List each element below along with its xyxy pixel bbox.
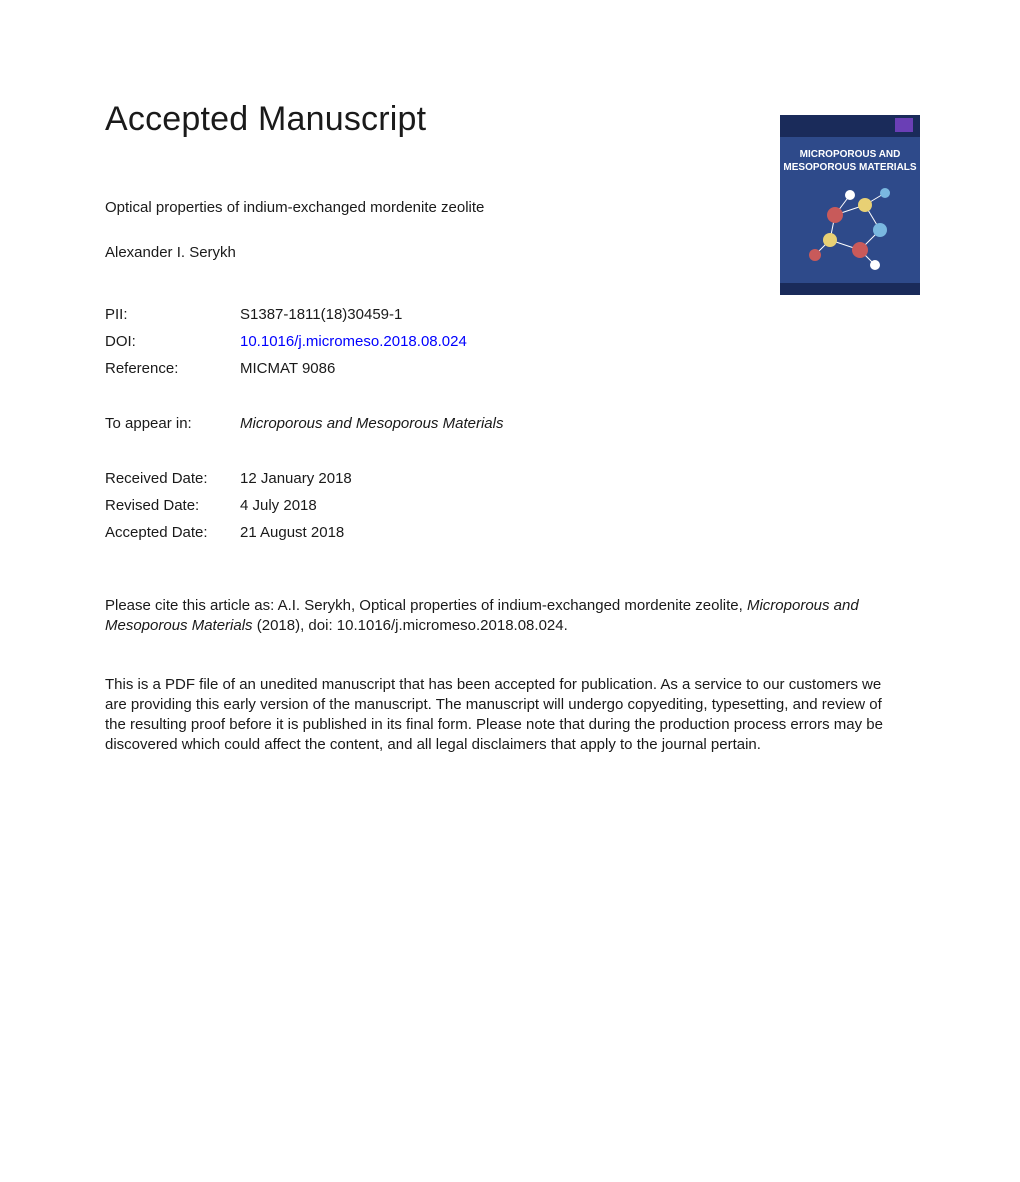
cover-title-line2: MESOPOROUS MATERIALS — [783, 162, 916, 173]
revised-value: 4 July 2018 — [240, 492, 503, 519]
pii-label: PII: — [105, 301, 240, 328]
accepted-label: Accepted Date: — [105, 519, 240, 546]
meta-row-pii: PII: S1387-1811(18)30459-1 — [105, 301, 503, 328]
article-title: Optical properties of indium-exchanged m… — [105, 199, 685, 216]
meta-row-revised: Revised Date: 4 July 2018 — [105, 492, 503, 519]
doi-label: DOI: — [105, 328, 240, 355]
cover-title-line1: MICROPOROUS AND — [800, 149, 901, 160]
meta-row-accepted: Accepted Date: 21 August 2018 — [105, 519, 503, 546]
toappear-value: Microporous and Mesoporous Materials — [240, 415, 503, 432]
citation-suffix: (2018), doi: 10.1016/j.micromeso.2018.08… — [253, 617, 568, 634]
revised-label: Revised Date: — [105, 492, 240, 519]
accepted-value: 21 August 2018 — [240, 519, 503, 546]
accepted-manuscript-page: Accepted Manuscript MICROPOROUS AND MESO… — [0, 0, 1020, 816]
toappear-label: To appear in: — [105, 410, 240, 437]
meta-row-doi: DOI: 10.1016/j.micromeso.2018.08.024 — [105, 328, 503, 355]
citation-prefix: Please cite this article as: A.I. Serykh… — [105, 597, 747, 614]
metadata-table: PII: S1387-1811(18)30459-1 DOI: 10.1016/… — [105, 301, 503, 546]
meta-row-toappear: To appear in: Microporous and Mesoporous… — [105, 410, 503, 437]
received-label: Received Date: — [105, 465, 240, 492]
doi-link[interactable]: 10.1016/j.micromeso.2018.08.024 — [240, 333, 467, 350]
pii-value: S1387-1811(18)30459-1 — [240, 301, 503, 328]
citation-text: Please cite this article as: A.I. Serykh… — [105, 596, 895, 637]
journal-cover-thumbnail: MICROPOROUS AND MESOPOROUS MATERIALS — [780, 115, 920, 295]
received-value: 12 January 2018 — [240, 465, 503, 492]
reference-value: MICMAT 9086 — [240, 355, 503, 382]
disclaimer-text: This is a PDF file of an unedited manusc… — [105, 675, 895, 756]
reference-label: Reference: — [105, 355, 240, 382]
meta-row-received: Received Date: 12 January 2018 — [105, 465, 503, 492]
meta-row-reference: Reference: MICMAT 9086 — [105, 355, 503, 382]
